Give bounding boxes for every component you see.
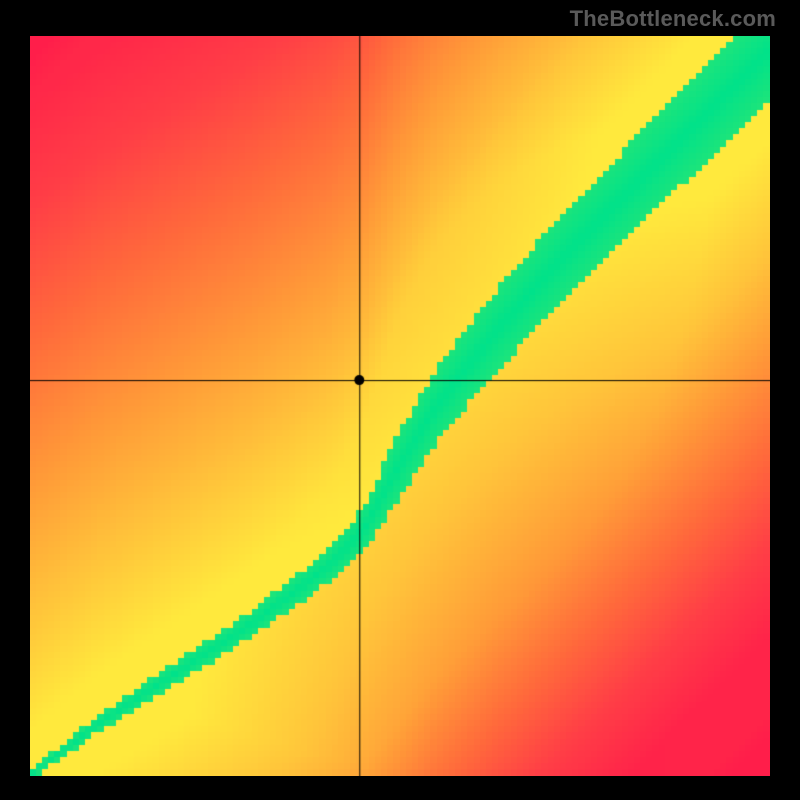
bottleneck-heatmap	[30, 36, 770, 776]
watermark-text: TheBottleneck.com	[570, 6, 776, 32]
chart-container: TheBottleneck.com	[0, 0, 800, 800]
